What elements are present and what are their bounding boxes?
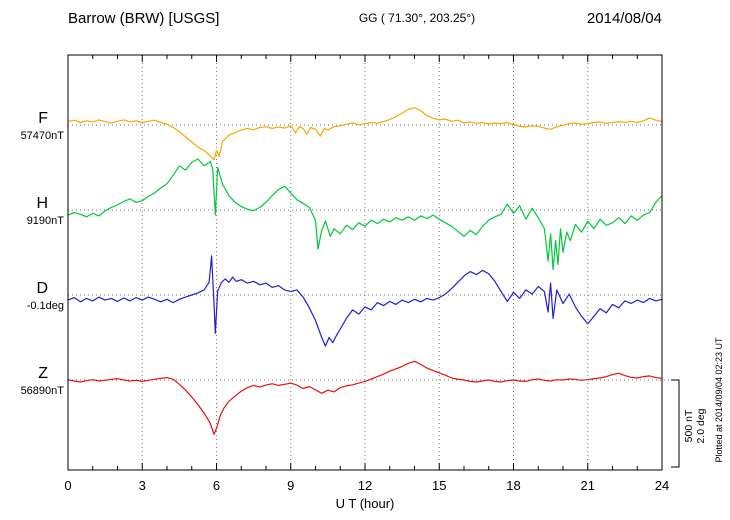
plot-frame xyxy=(67,54,663,471)
header-date: 2014/08/04 xyxy=(587,10,662,27)
header-geo-coordinates: GG ( 71.30°, 203.25°) xyxy=(359,11,475,25)
channel-label-H: H xyxy=(36,195,48,212)
x-tick-label-0: 0 xyxy=(64,478,71,493)
trace-H xyxy=(67,158,663,271)
x-tick-label-24: 24 xyxy=(655,478,669,493)
channel-value-D: -0.1deg xyxy=(27,300,64,312)
plot-footnote: Plotted at 2014/09/04 02:23 UT xyxy=(714,337,724,463)
scale-label-deg: 2.0 deg xyxy=(695,408,707,443)
trace-D xyxy=(67,255,663,347)
x-tick-label-12: 12 xyxy=(358,478,372,493)
channel-value-H: 9190nT xyxy=(27,215,65,227)
axis-tick-layer: 0 3 6 9 12 15 18 21 24 xyxy=(64,55,669,493)
x-tick-label-18: 18 xyxy=(506,478,520,493)
header-station-title: Barrow (BRW) [USGS] xyxy=(68,10,219,27)
x-tick-label-21: 21 xyxy=(581,478,595,493)
grid-layer xyxy=(141,55,589,470)
x-tick-label-3: 3 xyxy=(139,478,146,493)
channel-label-D: D xyxy=(36,280,48,297)
x-tick-label-9: 9 xyxy=(287,478,294,493)
x-tick-label-6: 6 xyxy=(213,478,220,493)
scale-label-nt: 500 nT xyxy=(683,409,695,442)
scale-bar-bracket xyxy=(671,379,680,468)
baseline-layer xyxy=(68,124,679,381)
trace-Z xyxy=(67,360,663,435)
channel-label-F: F xyxy=(38,110,48,127)
channel-label-Z: Z xyxy=(38,365,48,382)
x-axis-title: U T (hour) xyxy=(336,496,395,511)
x-tick-label-15: 15 xyxy=(432,478,446,493)
channel-value-Z: 56890nT xyxy=(21,385,65,397)
trace-F xyxy=(67,107,663,161)
channel-value-F: 57470nT xyxy=(21,130,65,142)
trace-layer xyxy=(67,107,663,435)
